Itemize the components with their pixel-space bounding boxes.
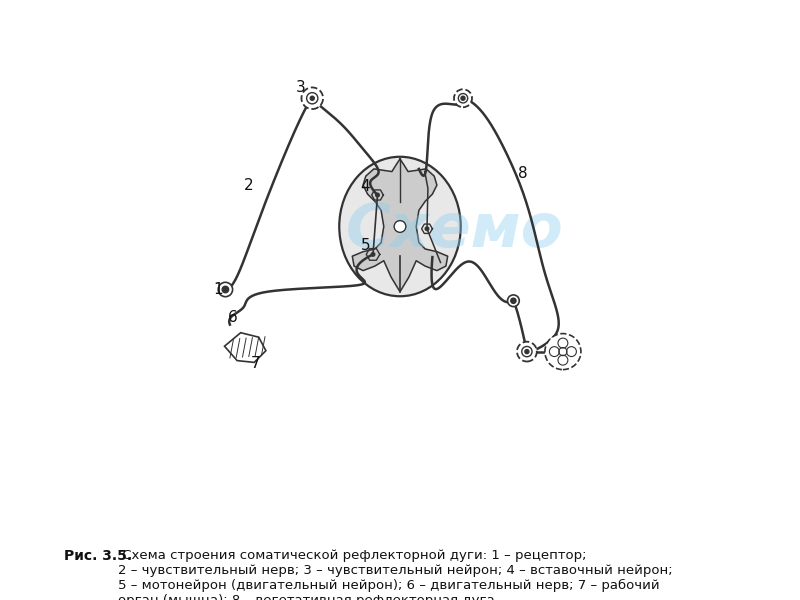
Circle shape [394, 221, 406, 232]
Circle shape [461, 96, 465, 100]
Text: 5: 5 [360, 238, 370, 253]
Text: 8: 8 [518, 166, 527, 181]
Text: 7: 7 [250, 356, 260, 371]
Circle shape [302, 88, 323, 109]
Text: 3: 3 [295, 80, 306, 95]
Text: Схемо: Схемо [346, 201, 564, 260]
Circle shape [525, 350, 529, 353]
Text: 6: 6 [228, 310, 238, 325]
Text: 4: 4 [360, 179, 370, 194]
Text: 1: 1 [214, 282, 223, 297]
Circle shape [507, 295, 519, 307]
Polygon shape [352, 159, 448, 292]
Circle shape [545, 334, 581, 370]
Circle shape [376, 193, 379, 197]
Circle shape [454, 89, 472, 107]
Text: 2: 2 [243, 179, 253, 193]
Text: Рис. 3.5.: Рис. 3.5. [64, 549, 132, 563]
Circle shape [222, 286, 229, 293]
Text: Схема строения соматической рефлекторной дуги: 1 – рецептор;
2 – чувствительный : Схема строения соматической рефлекторной… [118, 549, 673, 600]
Circle shape [218, 282, 233, 296]
Circle shape [510, 298, 516, 304]
Circle shape [306, 92, 318, 104]
Circle shape [517, 341, 537, 361]
Circle shape [458, 94, 468, 103]
Circle shape [310, 96, 314, 100]
Ellipse shape [339, 157, 461, 296]
Circle shape [371, 253, 374, 256]
Circle shape [522, 346, 532, 357]
Circle shape [426, 227, 429, 230]
